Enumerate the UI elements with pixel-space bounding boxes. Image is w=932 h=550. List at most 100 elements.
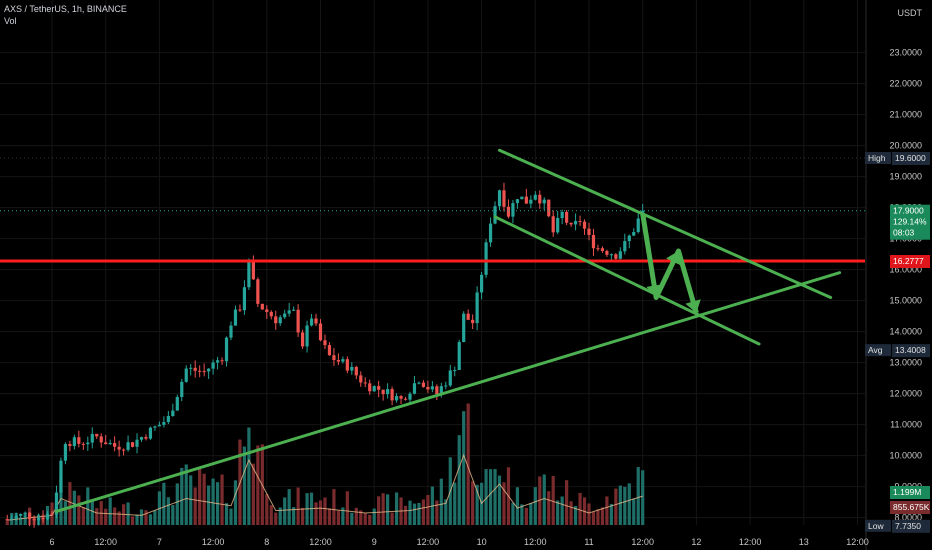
price-tick-label: 8.0000: [894, 513, 922, 523]
volume-bar: [63, 501, 68, 525]
volume-bar: [269, 505, 273, 525]
volume-bar: [578, 492, 582, 525]
candle-body: [618, 251, 622, 259]
low-tag-label-bg: [865, 519, 891, 532]
time-tick-label: 12:00: [202, 537, 225, 547]
price-axis-bg: [866, 0, 932, 550]
projection-arrowhead[interactable]: [666, 251, 681, 266]
volume-bar: [256, 445, 260, 525]
volume-bar: [296, 487, 300, 525]
candle-body: [148, 427, 153, 439]
channel-upper-line[interactable]: [498, 148, 833, 299]
candle-body: [582, 221, 587, 229]
candle-body: [336, 360, 340, 362]
candle-body: [287, 310, 291, 314]
candle-body: [323, 340, 327, 346]
candle-body: [462, 313, 466, 343]
volume-bar: [412, 503, 417, 525]
candle-body: [363, 382, 367, 384]
time-tick-label: 9: [372, 537, 377, 547]
horizontal-line-tag-bg: [890, 254, 930, 268]
candle-body: [59, 460, 63, 493]
volume-bar: [189, 475, 193, 525]
time-tick-label: 11: [584, 537, 593, 547]
candle-body: [551, 216, 555, 233]
candle-body: [265, 309, 269, 312]
candle-body: [475, 292, 479, 324]
candle-body: [394, 396, 399, 401]
volume-bar: [301, 507, 305, 525]
volume-bar: [475, 484, 479, 525]
volume-bar: [318, 500, 323, 525]
volume-bar: [345, 491, 349, 525]
candle-body: [260, 303, 264, 310]
candle-body: [238, 309, 242, 311]
last-price-tag-text-1: 129.14%: [893, 217, 927, 227]
candle-body: [157, 424, 161, 427]
symbol-title[interactable]: AXS / TetherUS, 1h, BINANCE: [4, 4, 127, 14]
time-tick-label: 8: [264, 537, 269, 547]
volume-avg-tag-bg: [890, 501, 930, 514]
time-tick-label: 12:00: [417, 537, 440, 547]
channel-lower-line[interactable]: [493, 215, 761, 346]
projection-arrowhead[interactable]: [646, 284, 663, 298]
volume-bar: [104, 508, 108, 525]
candle-body: [104, 442, 108, 445]
candle-body: [193, 367, 197, 371]
candle-body: [520, 196, 524, 200]
candle-body: [632, 232, 636, 236]
high-tag-label-bg: [865, 152, 891, 164]
volume-bar: [130, 516, 135, 525]
time-tick-label: 12:00: [846, 537, 869, 547]
volume-bar: [381, 493, 385, 525]
volume-bar: [359, 510, 363, 525]
volume-bar: [220, 474, 224, 525]
volume-bar: [19, 517, 23, 525]
candle-body: [506, 206, 511, 217]
candle-body: [457, 342, 461, 371]
volume-bar: [538, 476, 542, 525]
volume-legend[interactable]: Vol: [4, 16, 17, 26]
volume-bar: [591, 511, 596, 525]
candle-body: [117, 446, 121, 450]
last-price-tag-text-0: 17.9000: [893, 206, 924, 216]
candle-body: [269, 311, 273, 317]
volume-bar: [233, 480, 238, 525]
drawings[interactable]: [0, 148, 865, 513]
volume-bar: [144, 510, 148, 525]
volume-bar: [587, 503, 591, 525]
projection-arrow-path-0[interactable]: [640, 213, 699, 314]
candle-body: [45, 513, 50, 520]
candle-body: [488, 223, 493, 243]
candle-body: [493, 206, 497, 224]
candle-body: [605, 250, 609, 255]
volume-bar: [171, 505, 175, 525]
time-axis-bg: [0, 530, 932, 550]
volume-bar: [166, 497, 170, 525]
candle-body: [435, 386, 439, 394]
volume-bar: [184, 464, 188, 525]
candle-body: [202, 371, 206, 373]
candles: [5, 182, 645, 528]
candle-body: [283, 313, 287, 318]
candle-body: [23, 512, 27, 514]
volume-bar: [524, 507, 528, 525]
time-tick-label: 12: [691, 537, 701, 547]
volume-bar: [135, 514, 139, 525]
candle-body: [122, 449, 126, 451]
volume-bar: [502, 482, 506, 525]
projection-arrowhead[interactable]: [685, 299, 701, 313]
candle-body: [417, 382, 421, 384]
volume-bar: [618, 485, 622, 525]
volume-bar: [515, 487, 519, 525]
candle-body: [408, 393, 412, 400]
rising-trendline[interactable]: [54, 271, 842, 513]
candle-body: [390, 389, 394, 401]
low-tag-text-0: 7.7350: [895, 521, 921, 531]
high-tag-label: High: [868, 153, 886, 163]
volume-bar: [596, 509, 600, 525]
candle-body: [542, 199, 546, 204]
